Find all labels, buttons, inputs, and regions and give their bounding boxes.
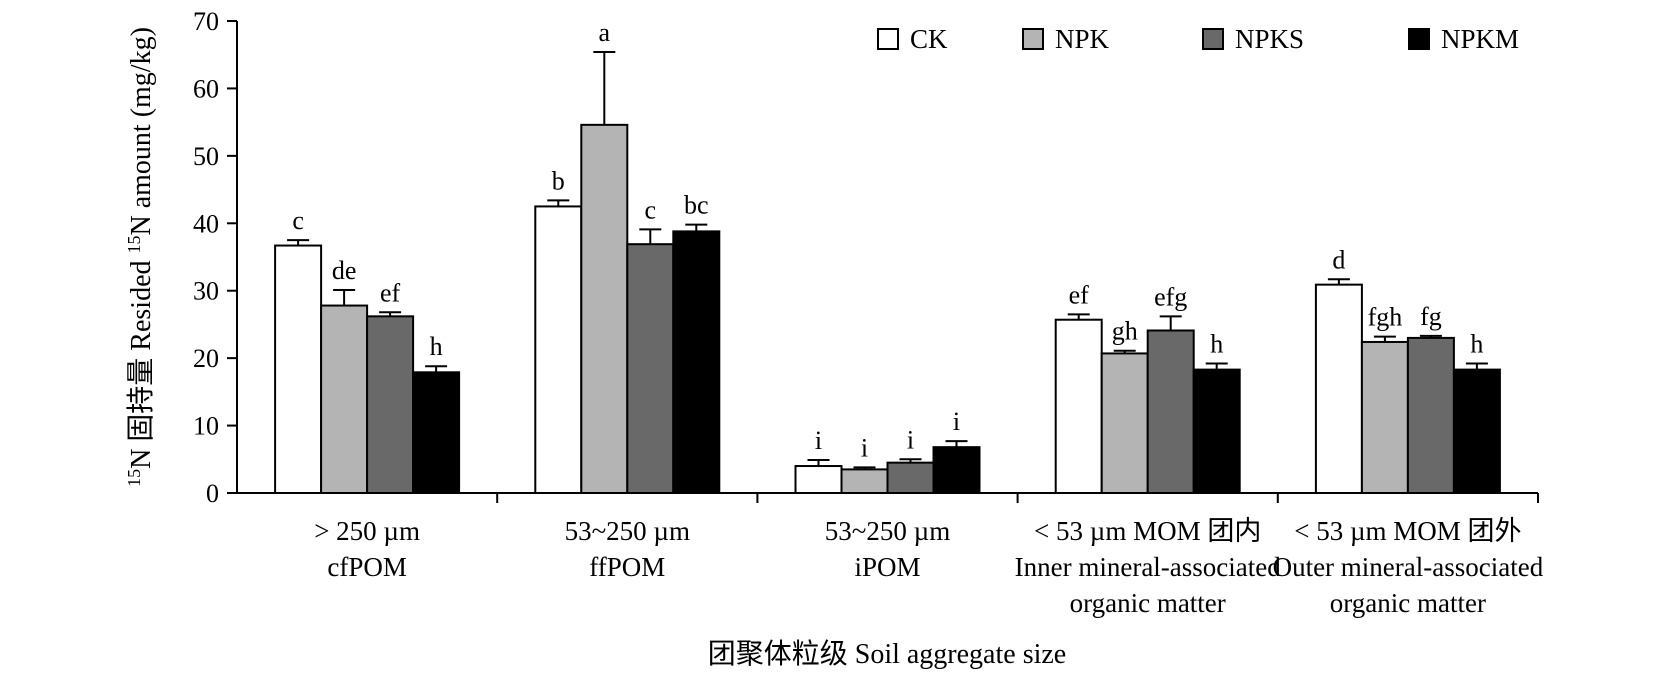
significance-label: bc: [684, 191, 709, 220]
category-label: iPOM: [854, 552, 920, 582]
category-label: > 250 µm: [314, 516, 420, 546]
bar-npkm: [1452, 368, 1501, 494]
significance-label: i: [953, 407, 960, 436]
significance-label: h: [1470, 330, 1483, 359]
significance-label: de: [332, 256, 357, 285]
significance-label: fg: [1420, 302, 1442, 331]
legend-swatch-npks: [1202, 28, 1224, 50]
significance-label: a: [599, 18, 611, 47]
bar-npk: [1360, 340, 1409, 494]
legend-label-ck: CK: [910, 24, 948, 54]
category-label: < 53 µm MOM 团外: [1294, 516, 1521, 546]
legend-label-npks: NPKS: [1235, 24, 1304, 54]
error-bars: [287, 51, 1488, 470]
significance-label: ef: [1069, 280, 1090, 309]
y-axis-title: 15N 固持量 Resided 15N amount (mg/kg): [124, 27, 157, 487]
category-label: 53~250 µm: [565, 516, 690, 546]
category-label: ffPOM: [589, 552, 665, 582]
category-label: 53~250 µm: [825, 516, 950, 546]
category-label: organic matter: [1070, 588, 1226, 618]
significance-label: i: [861, 433, 868, 462]
significance-label: efg: [1154, 282, 1187, 311]
category-label: Outer mineral-associated: [1273, 552, 1544, 582]
bar-npks: [366, 315, 415, 494]
bar-npkm: [412, 371, 461, 494]
category-label: cfPOM: [327, 552, 407, 582]
significance-label: h: [1210, 330, 1223, 359]
bar-npkm: [672, 230, 721, 494]
bar-npkm: [1192, 368, 1241, 494]
bar-ck: [534, 205, 583, 495]
significance-label: h: [430, 332, 443, 361]
significance-label: fgh: [1368, 303, 1403, 332]
legend-label-npkm: NPKM: [1441, 24, 1519, 54]
category-label: organic matter: [1330, 588, 1486, 618]
bar-ck: [1054, 318, 1103, 494]
significance-label: c: [292, 206, 304, 235]
legend-swatch-npkm: [1408, 28, 1430, 50]
bar-npk: [1100, 352, 1149, 494]
y-tick-label: 60: [193, 74, 219, 103]
bar-npkm: [932, 446, 981, 494]
y-axis-title-main: N 固持量 Resided: [125, 253, 157, 468]
significance-label: i: [815, 426, 822, 455]
x-ticks: [496, 493, 1539, 503]
bar-npk: [840, 468, 889, 494]
bars: [274, 123, 1501, 495]
y-axis-title-sup1: 15: [124, 469, 144, 487]
x-axis-title: 团聚体粒级 Soil aggregate size: [708, 638, 1066, 670]
legend: CK NPK NPKS NPKM: [877, 24, 1519, 54]
significance-label: d: [1332, 245, 1345, 274]
y-tick-label: 10: [193, 412, 219, 441]
category-labels: > 250 µm cfPOM 53~250 µm ffPOM 53~250 µm iPOM…: [314, 516, 1544, 618]
legend-swatch-npk: [1022, 28, 1044, 50]
bar-ck: [794, 465, 843, 494]
y-tick-label: 70: [193, 7, 219, 36]
y-axis-title-tail: N amount (mg/kg): [126, 27, 157, 235]
bar-npks: [1406, 336, 1455, 494]
category-label: < 53 µm MOM 团内: [1034, 516, 1261, 546]
legend-swatch-ck: [877, 28, 899, 50]
bar-ck: [274, 244, 323, 494]
bar-npks: [1146, 329, 1195, 494]
y-tick-label: 30: [193, 277, 219, 306]
bar-npks: [626, 243, 675, 494]
y-tick-label: 0: [206, 479, 219, 508]
category-label: Inner mineral-associated: [1015, 552, 1282, 582]
legend-label-npk: NPK: [1055, 24, 1110, 54]
significance-label: i: [907, 425, 914, 454]
y-axis-title-sup2: 15: [124, 235, 144, 253]
significance-label: gh: [1112, 317, 1138, 346]
significance-label: b: [552, 166, 565, 195]
y-tick-label: 20: [193, 344, 219, 373]
y-ticks: 0 10 20 30 40 50 60 70: [193, 7, 237, 508]
bar-npk: [580, 123, 629, 494]
significance-label: ef: [380, 278, 401, 307]
y-tick-label: 40: [193, 209, 219, 238]
y-tick-label: 50: [193, 142, 219, 171]
significance-label: c: [645, 195, 657, 224]
bar-ck: [1314, 283, 1363, 494]
bar-npks: [886, 461, 935, 494]
bar-npk: [320, 304, 369, 495]
